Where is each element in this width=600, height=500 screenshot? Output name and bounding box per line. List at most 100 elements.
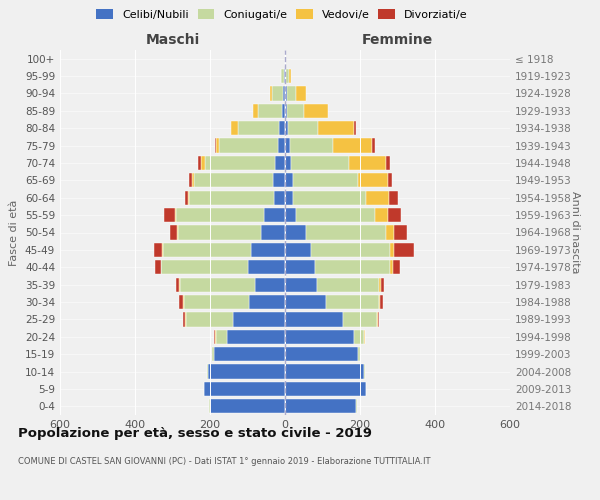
- Bar: [202, 156, 205, 170]
- Bar: [180, 278, 255, 292]
- Bar: [283, 86, 285, 101]
- Bar: [315, 260, 390, 274]
- Bar: [285, 312, 343, 326]
- Bar: [184, 295, 250, 309]
- Bar: [155, 260, 161, 274]
- Bar: [286, 69, 289, 83]
- Bar: [177, 226, 178, 239]
- Bar: [282, 104, 285, 118]
- Bar: [285, 295, 326, 309]
- Bar: [293, 173, 358, 188]
- Bar: [364, 364, 365, 378]
- Bar: [205, 156, 275, 170]
- Bar: [296, 208, 375, 222]
- Text: Popolazione per età, sesso e stato civile - 2019: Popolazione per età, sesso e stato civil…: [18, 428, 372, 440]
- Bar: [390, 243, 394, 257]
- Bar: [390, 260, 393, 274]
- Bar: [358, 173, 388, 188]
- Bar: [255, 278, 285, 292]
- Bar: [379, 278, 380, 292]
- Bar: [293, 190, 367, 205]
- Bar: [175, 208, 176, 222]
- Bar: [375, 208, 388, 222]
- Bar: [311, 243, 390, 257]
- Bar: [290, 138, 332, 152]
- Bar: [326, 295, 379, 309]
- Bar: [285, 173, 293, 188]
- Bar: [296, 86, 305, 101]
- Legend: Celibi/Nubili, Coniugati/e, Vedovi/e, Divorziati/e: Celibi/Nubili, Coniugati/e, Vedovi/e, Di…: [93, 6, 471, 23]
- Bar: [214, 347, 285, 362]
- Bar: [280, 121, 285, 136]
- Bar: [285, 156, 290, 170]
- Bar: [176, 208, 265, 222]
- Bar: [318, 121, 353, 136]
- Bar: [285, 278, 317, 292]
- Bar: [194, 173, 273, 188]
- Bar: [285, 121, 288, 136]
- Bar: [380, 278, 385, 292]
- Bar: [193, 173, 194, 188]
- Bar: [199, 156, 202, 170]
- Bar: [358, 347, 360, 362]
- Bar: [260, 226, 285, 239]
- Bar: [274, 190, 285, 205]
- Bar: [332, 138, 372, 152]
- Bar: [187, 190, 190, 205]
- Text: Maschi: Maschi: [145, 32, 200, 46]
- Bar: [227, 330, 285, 344]
- Bar: [251, 243, 285, 257]
- Bar: [372, 138, 375, 152]
- Bar: [389, 190, 398, 205]
- Bar: [182, 312, 185, 326]
- Bar: [386, 156, 390, 170]
- Bar: [250, 295, 285, 309]
- Bar: [185, 190, 187, 205]
- Bar: [238, 121, 280, 136]
- Bar: [290, 156, 349, 170]
- Text: COMUNE DI CASTEL SAN GIOVANNI (PC) - Dati ISTAT 1° gennaio 2019 - Elaborazione T: COMUNE DI CASTEL SAN GIOVANNI (PC) - Dat…: [18, 458, 431, 466]
- Bar: [367, 190, 389, 205]
- Bar: [285, 243, 311, 257]
- Bar: [380, 295, 383, 309]
- Bar: [317, 278, 379, 292]
- Bar: [265, 208, 285, 222]
- Bar: [203, 382, 205, 396]
- Bar: [285, 69, 286, 83]
- Bar: [272, 86, 283, 101]
- Bar: [285, 104, 287, 118]
- Bar: [285, 138, 290, 152]
- Bar: [388, 208, 401, 222]
- Y-axis label: Fasce di età: Fasce di età: [10, 200, 19, 266]
- Bar: [305, 226, 386, 239]
- Bar: [379, 295, 380, 309]
- Bar: [210, 399, 285, 413]
- Bar: [393, 260, 400, 274]
- Bar: [190, 173, 193, 188]
- Bar: [285, 190, 293, 205]
- Bar: [215, 138, 217, 152]
- Bar: [277, 138, 285, 152]
- Bar: [178, 226, 260, 239]
- Bar: [386, 226, 394, 239]
- Bar: [289, 69, 290, 83]
- Bar: [232, 121, 238, 136]
- Bar: [378, 312, 379, 326]
- Bar: [365, 382, 367, 396]
- Bar: [285, 330, 355, 344]
- Bar: [205, 382, 285, 396]
- Bar: [355, 330, 364, 344]
- Bar: [220, 138, 277, 152]
- Bar: [285, 382, 365, 396]
- Bar: [273, 173, 285, 188]
- Text: Femmine: Femmine: [362, 32, 433, 46]
- Bar: [208, 364, 285, 378]
- Bar: [287, 104, 304, 118]
- Bar: [394, 226, 407, 239]
- Bar: [287, 86, 296, 101]
- Bar: [161, 260, 248, 274]
- Bar: [185, 312, 233, 326]
- Bar: [190, 190, 274, 205]
- Bar: [257, 104, 282, 118]
- Bar: [285, 399, 356, 413]
